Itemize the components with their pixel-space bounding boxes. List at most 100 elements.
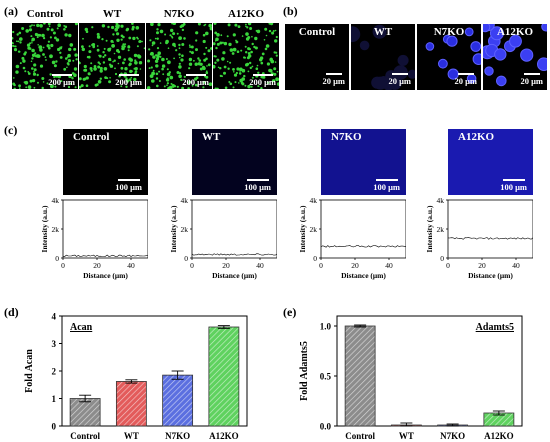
x-tick-label: 0 <box>446 261 450 270</box>
scale-bar: 20 μm <box>520 73 543 86</box>
y-axis-label: Intensity (a.u.) <box>169 205 178 252</box>
y-tick-label: 4k <box>437 197 445 205</box>
x-tick-label: WT <box>399 431 414 441</box>
plot-frame <box>191 199 277 259</box>
panel-c-image-title: A12KO <box>458 131 495 143</box>
panel-a-image-wt: 200 μm <box>79 23 145 89</box>
panel-b-image-title: Control <box>298 26 336 38</box>
y-tick-label: 2k <box>181 225 189 234</box>
x-axis-label: Distance (μm) <box>468 271 513 280</box>
panel-a-column-header: N7KO <box>163 8 195 20</box>
panel-c-image-title: Control <box>73 131 110 143</box>
y-tick-label: 2k <box>310 225 318 234</box>
bar-wt <box>115 381 147 427</box>
scale-bar: 100 μm <box>500 179 527 192</box>
x-tick-label: A12KO <box>484 431 514 441</box>
panel-a-image-control: 200 μm <box>12 23 78 89</box>
x-axis-label: Distance (μm) <box>341 271 386 280</box>
scale-bar: 20 μm <box>454 73 477 86</box>
y-tick-label: 0 <box>52 422 57 432</box>
panel-a-label: (a) <box>4 4 18 18</box>
panel-c-image-title: N7KO <box>331 131 362 143</box>
y-tick-label: 0 <box>440 254 444 263</box>
scale-bar: 100 μm <box>244 179 271 192</box>
bar-control <box>69 398 101 427</box>
scale-bar: 200 μm <box>48 74 75 87</box>
y-tick-label: 0.0 <box>320 422 332 432</box>
panel-c-image-n7ko: N7KO 100 μm <box>321 129 406 195</box>
plot-frame <box>336 315 523 427</box>
intensity-line <box>447 237 533 240</box>
panel-c-image-a12ko: A12KO 100 μm <box>448 129 533 195</box>
scale-bar: 200 μm <box>115 74 142 87</box>
x-tick-label: N7KO <box>440 431 465 441</box>
x-tick-label: 20 <box>93 261 101 270</box>
plot-frame <box>320 199 406 259</box>
x-tick-label: 20 <box>351 261 359 270</box>
x-axis-label: Distance (μm) <box>83 271 128 280</box>
bar-a12ko <box>208 326 240 427</box>
panel-a-image-n7ko: 200 μm <box>146 23 212 89</box>
x-tick-label: 40 <box>256 261 264 270</box>
y-axis-label: Intensity (a.u.) <box>40 205 49 252</box>
y-tick-label: 2k <box>437 225 445 234</box>
panel-b-image-control: Control 20 μm <box>285 24 349 90</box>
panel-c-image-wt: WT 100 μm <box>192 129 277 195</box>
panel-b-image-n7ko: N7KO 20 μm <box>417 24 481 90</box>
y-tick-label: 2 <box>52 367 57 377</box>
x-tick-label: 0 <box>61 261 65 270</box>
scale-bar: 20 μm <box>322 73 345 86</box>
scale-bar: 200 μm <box>249 74 276 87</box>
plot-frame <box>447 199 533 259</box>
panel-b-image-title: N7KO <box>433 26 465 38</box>
y-tick-label: 4k <box>52 197 60 205</box>
y-tick-label: 3 <box>52 339 57 349</box>
y-axis-label: Intensity (a.u.) <box>298 205 307 252</box>
chart-title: Adamts5 <box>476 322 514 333</box>
y-axis-label: Fold Acan <box>24 349 35 393</box>
plot-frame <box>62 199 148 259</box>
x-tick-label: Control <box>345 431 375 441</box>
y-axis-label: Fold Adamts5 <box>299 341 310 401</box>
panel-a-image-a12ko: 200 μm <box>213 23 279 89</box>
panel-b-image-wt: WT 20 μm <box>351 24 415 90</box>
y-tick-label: 0 <box>55 254 59 263</box>
x-tick-label: 40 <box>385 261 393 270</box>
x-tick-label: 40 <box>512 261 520 270</box>
scale-bar: 100 μm <box>373 179 400 192</box>
x-tick-label: 20 <box>478 261 486 270</box>
intensity-line <box>320 245 406 248</box>
x-tick-label: N7KO <box>165 431 190 441</box>
scale-bar: 200 μm <box>182 74 209 87</box>
chart-title: Acan <box>70 322 93 333</box>
y-axis-label: Intensity (a.u.) <box>425 205 434 252</box>
x-axis-label: Distance (μm) <box>212 271 257 280</box>
bar-control <box>344 325 376 427</box>
acan-bar-chart: 0 1 2 3 4 Fold Acan Acan Control WT N7KO A12KO <box>24 312 248 441</box>
intensity-line <box>62 254 148 257</box>
panel-b-label: (b) <box>283 4 298 18</box>
x-tick-label: 0 <box>190 261 194 270</box>
y-tick-label: 1 <box>52 394 57 404</box>
y-tick-label: 0 <box>313 254 317 263</box>
bar-n7ko <box>162 374 194 427</box>
y-tick-label: 4k <box>310 197 318 205</box>
x-tick-label: 20 <box>222 261 230 270</box>
x-tick-label: 0 <box>319 261 323 270</box>
y-tick-label: 2k <box>52 225 60 234</box>
panel-d-label: (d) <box>4 305 19 319</box>
y-tick-label: 0 <box>184 254 188 263</box>
panel-e-label: (e) <box>283 305 297 319</box>
y-tick-label: 1.0 <box>320 322 332 332</box>
panel-b-image-title: WT <box>373 26 393 38</box>
panel-b-image-a12ko: A12KO 20 μm <box>483 24 547 90</box>
x-tick-label: WT <box>124 431 139 441</box>
panel-a-column-header: Control <box>26 8 64 20</box>
y-tick-label: 4 <box>52 312 57 322</box>
x-tick-label: 40 <box>127 261 135 270</box>
scale-bar: 20 μm <box>388 73 411 86</box>
x-tick-label: Control <box>70 431 100 441</box>
y-tick-label: 0.5 <box>320 372 332 382</box>
